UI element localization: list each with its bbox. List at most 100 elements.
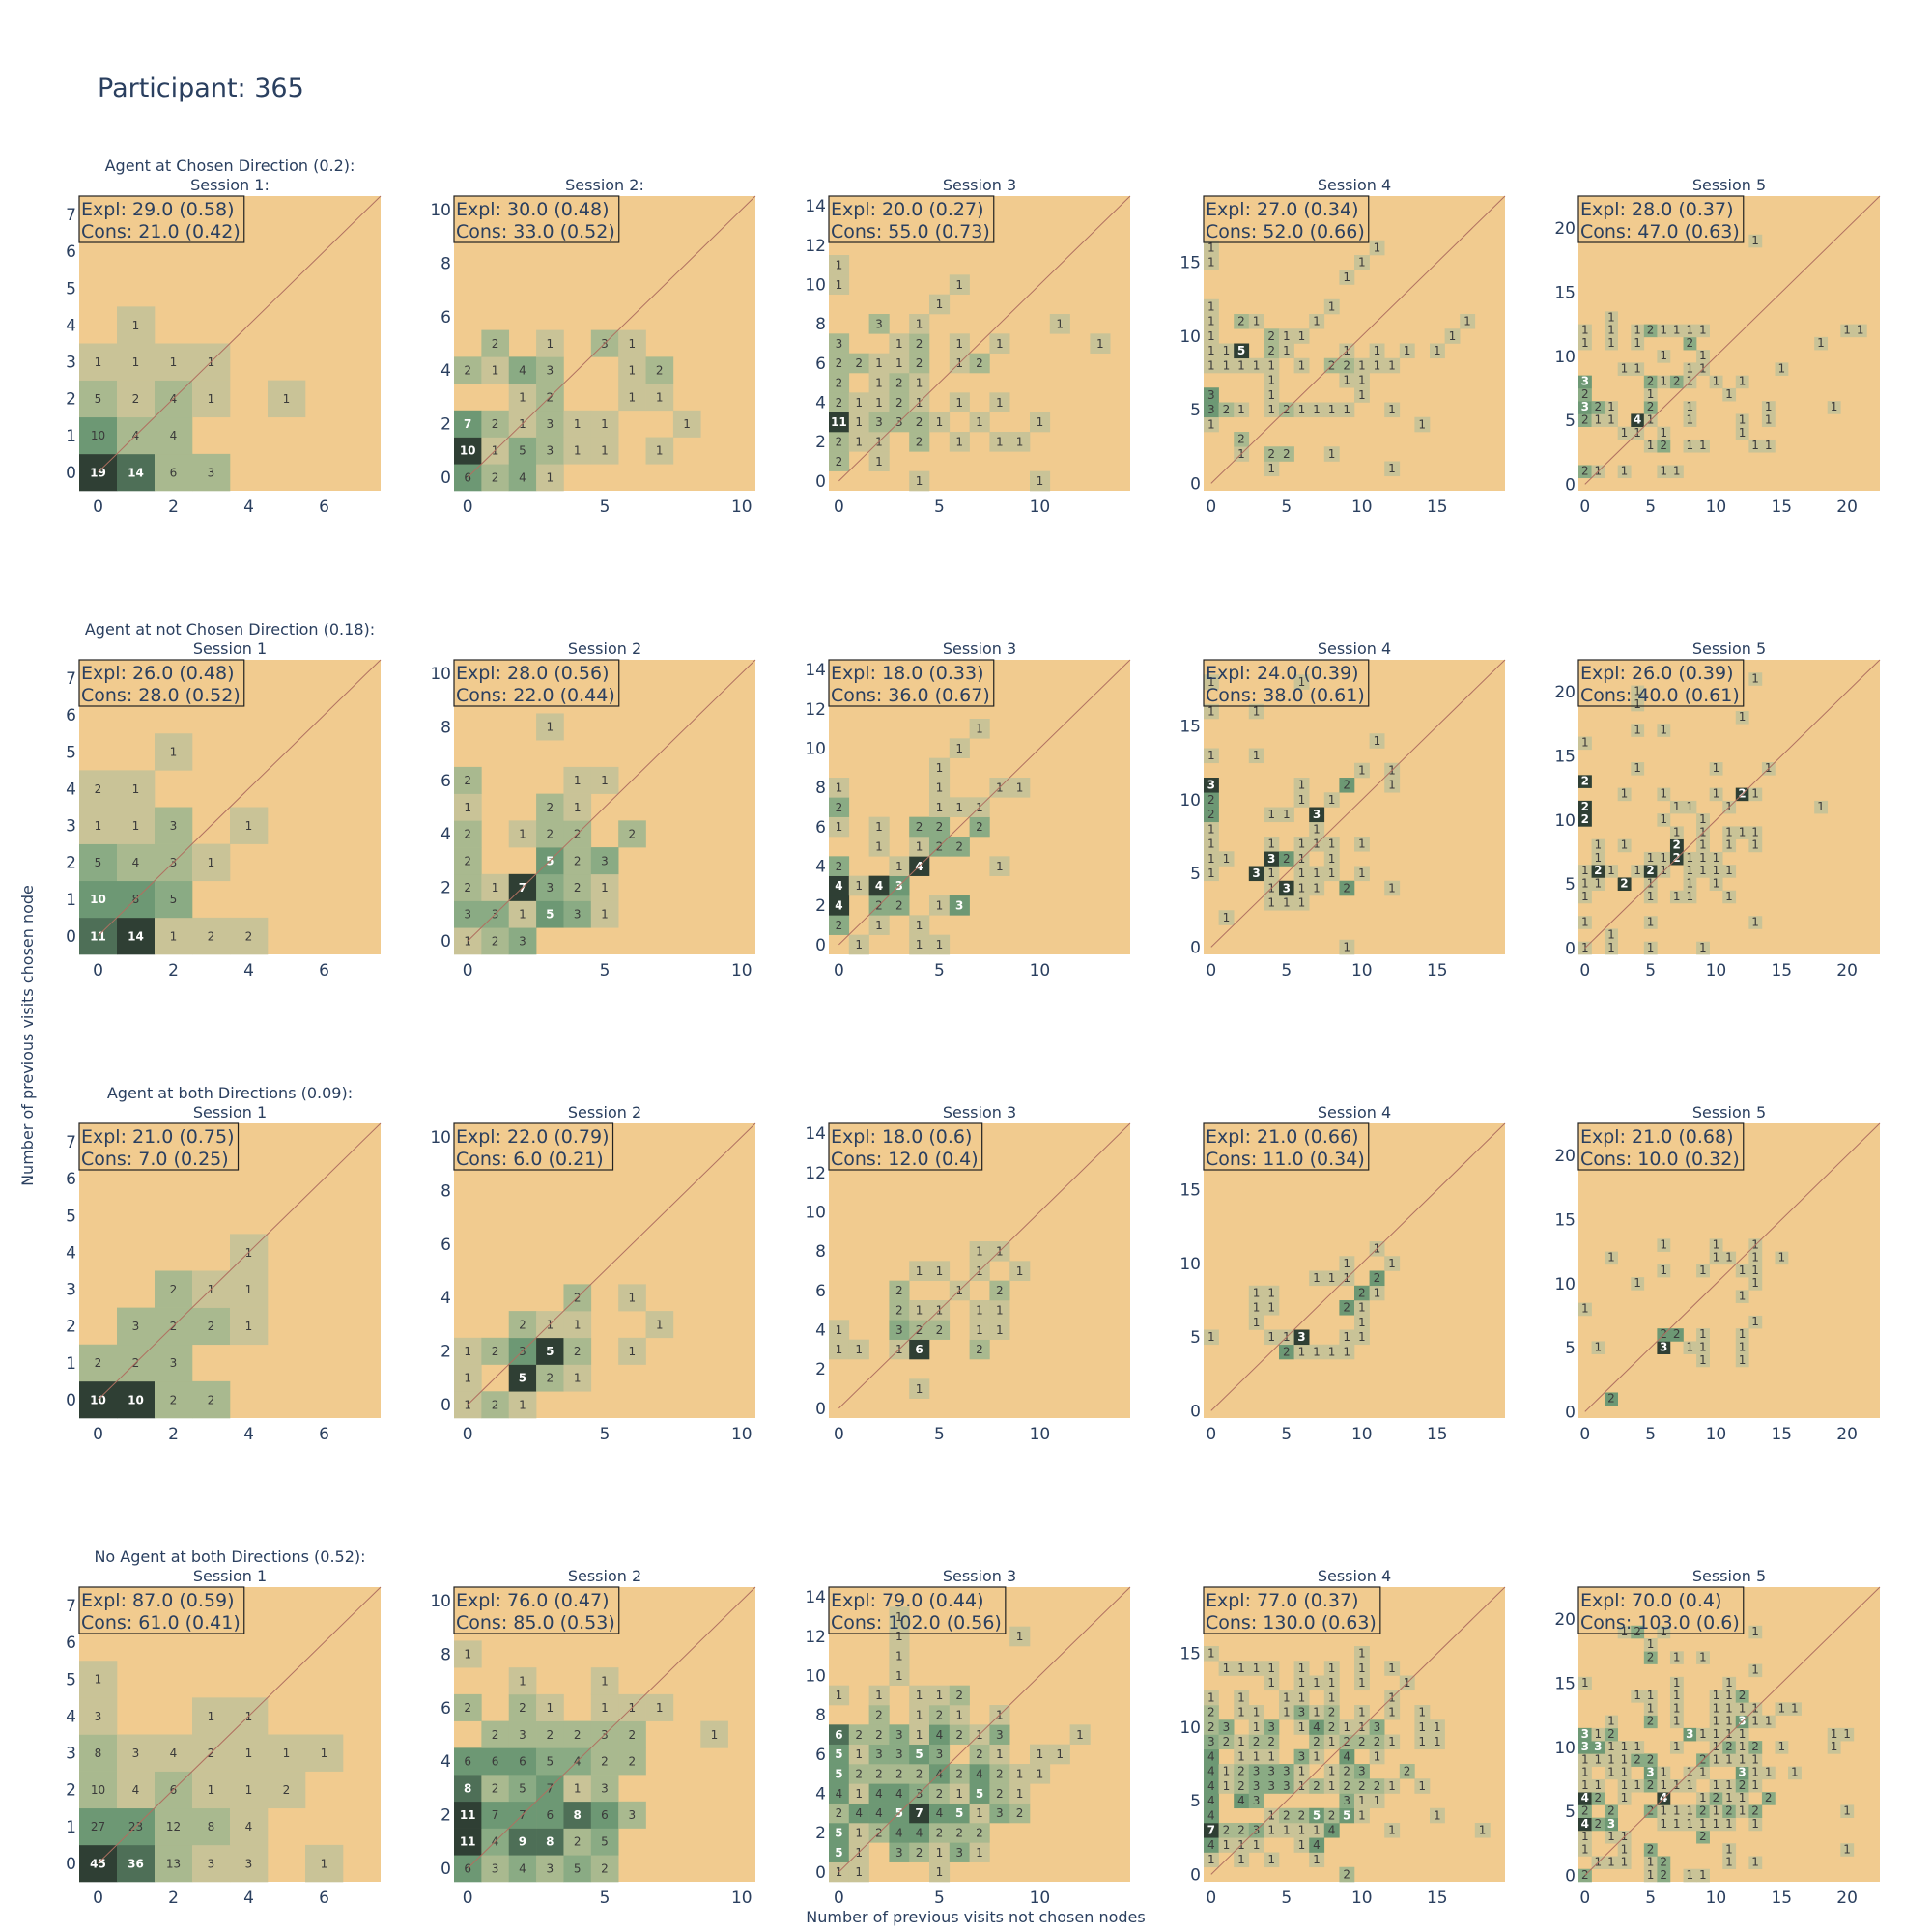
heatmap-cell [1696,1264,1710,1278]
cell-count: 2 [1343,1301,1350,1315]
cell-count: 1 [1374,241,1381,254]
cell-count: 1 [208,392,215,406]
y-tick-label: 2 [66,1318,76,1337]
cell-count: 1 [1267,1853,1275,1866]
cell-count: 1 [1857,324,1864,337]
cell-count: 1 [1037,1767,1044,1780]
cell-count: 2 [916,415,923,429]
x-tick-label: 10 [1351,1425,1373,1444]
heatmap-cell [1735,711,1749,724]
annotation-box: Expl: 21.0 (0.68)Cons: 10.0 (0.32) [1577,1122,1745,1171]
y-tick-label: 5 [1565,875,1576,895]
y-tick-label: 10 [430,1128,451,1148]
cell-count: 2 [1374,1779,1381,1793]
cell-count: 1 [1581,1676,1589,1690]
y-tick-label: 14 [805,1124,826,1144]
heatmap-cell [1696,851,1710,866]
cell-count: 3 [895,1728,903,1742]
cell-count: 1 [1686,851,1693,865]
cell-count: 2 [1208,1720,1215,1734]
exploration-text: Expl: 26.0 (0.48) [81,663,235,684]
heatmap-cell [481,1720,510,1748]
cell-count: 2 [574,1835,582,1849]
annotation-box: Expl: 24.0 (0.39)Cons: 38.0 (0.61) [1203,659,1370,707]
cell-count: 1 [1016,1787,1024,1801]
cell-count: 1 [1581,1778,1589,1792]
cell-count: 2 [1343,1779,1350,1793]
cell-count: 1 [1607,864,1615,877]
heatmap-cell [1009,1764,1031,1784]
heatmap-cell [1735,826,1749,839]
cell-count: 10 [128,1393,144,1406]
cell-count: 2 [976,1343,983,1356]
y-tick-label: 15 [1179,1181,1201,1201]
figure-title: Participant: 365 [98,73,304,103]
y-tick-label: 10 [1554,811,1576,831]
heatmap-cell [1293,1719,1310,1735]
cell-count: 1 [1634,1276,1641,1290]
cell-count: 5 [519,444,526,458]
cell-count: 2 [936,820,944,834]
y-tick-label: 15 [1554,1674,1576,1693]
diagonal-line [98,1586,382,1864]
cell-count: 2 [492,337,499,351]
cell-count: 1 [1267,808,1275,821]
heatmap-cell [1204,851,1219,867]
cell-count: 11 [831,415,847,429]
x-tick-label: 6 [319,497,329,517]
cell-count: 5 [835,1767,842,1780]
heatmap-cell [1709,762,1723,776]
cell-count: 1 [1621,1856,1629,1869]
cell-count: 1 [656,444,664,458]
heatmap-cell [1204,402,1219,418]
heatmap-cell [1293,674,1310,690]
annotation-box: Expl: 28.0 (0.56)Cons: 22.0 (0.44) [453,659,620,707]
cell-count: 8 [546,1835,554,1849]
heatmap-cell [1657,324,1671,338]
heatmap-cell [508,384,537,412]
cell-count: 2 [1581,774,1589,787]
y-tick-label: 4 [66,1707,76,1726]
heatmap-cell [929,1842,951,1862]
cell-count: 1 [955,337,963,351]
cell-count: 1 [1607,1830,1615,1843]
cell-count: 1 [1313,1706,1321,1719]
x-tick-label: 4 [243,961,254,980]
heatmap-cell [1309,1734,1325,1750]
heatmap-cell [929,1783,951,1804]
heatmap-cell [155,917,193,955]
heatmap-cell [1683,851,1697,866]
heatmap-cell [1234,1690,1250,1706]
exploration-text: Expl: 18.0 (0.6) [831,1126,972,1148]
cell-count: 2 [1328,1808,1336,1822]
cell-count: 2 [1634,1752,1641,1766]
cell-count: 1 [1725,1817,1733,1831]
heatmap-cell [1578,1302,1592,1317]
heatmap-cell [1248,1837,1264,1853]
cell-count: 1 [916,376,923,389]
cell-count: 1 [1298,881,1306,895]
y-tick-label: 12 [805,700,826,720]
heatmap-cell [1814,800,1829,814]
cell-count: 2 [464,828,471,841]
y-tick-label: 4 [815,1321,826,1341]
heatmap-cell [1204,255,1219,270]
cell-count: 1 [1673,1676,1681,1690]
cell-count: 1 [1343,1257,1350,1270]
cell-count: 3 [1298,1706,1306,1719]
heatmap-cell [1696,1328,1710,1342]
cell-count: 2 [1328,1706,1336,1719]
cell-count: 1 [1253,315,1261,328]
heatmap-cell [563,437,592,465]
heatmap-cell [192,1844,231,1883]
cell-count: 1 [1253,1316,1261,1329]
cell-count: 1 [1660,1804,1667,1818]
cell-count: 1 [1358,1794,1366,1807]
cell-count: 1 [1699,864,1707,877]
heatmap-cell [1279,343,1294,359]
consolidation-text: Cons: 61.0 (0.41) [81,1612,241,1634]
heatmap-cell [1248,866,1264,882]
heatmap-cell [889,1646,910,1666]
cell-count: 1 [1283,808,1291,821]
cell-count: 1 [916,938,923,952]
